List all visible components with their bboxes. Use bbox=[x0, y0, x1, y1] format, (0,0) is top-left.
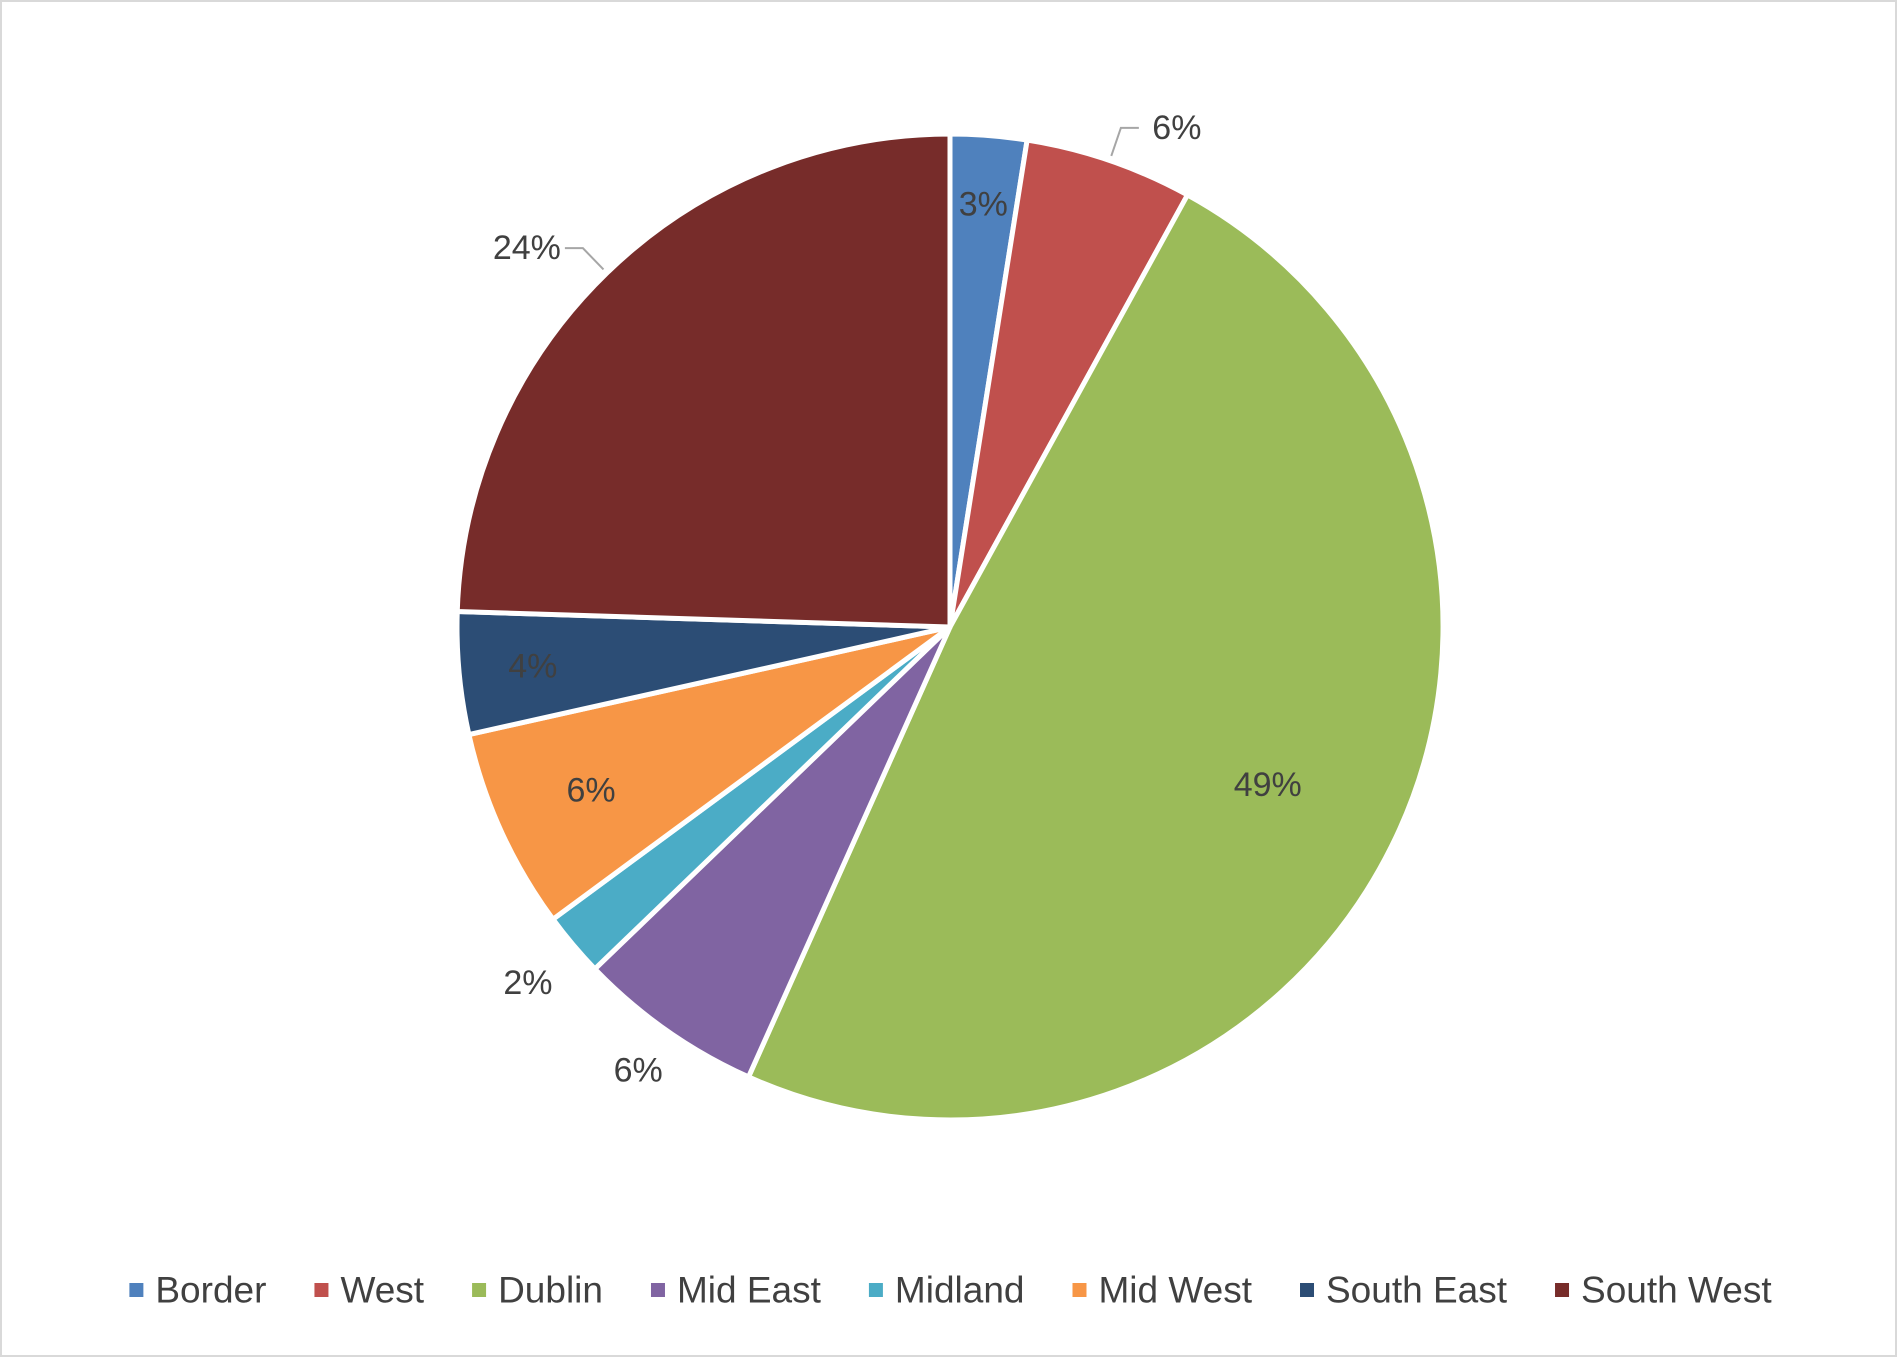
legend-label-mid-east: Mid East bbox=[677, 1270, 822, 1311]
legend-swatch-mid-east bbox=[650, 1283, 665, 1297]
legend-label-mid-west: Mid West bbox=[1098, 1270, 1252, 1311]
data-label-south-east: 4% bbox=[508, 647, 557, 685]
legend-item-border: Border bbox=[129, 1270, 266, 1311]
legend-item-midland: Midland bbox=[868, 1270, 1025, 1311]
legend-item-south-east: South East bbox=[1300, 1270, 1508, 1311]
data-label-mid-west: 6% bbox=[566, 771, 615, 809]
legend-label-west: West bbox=[340, 1270, 424, 1311]
legend-swatch-dublin bbox=[472, 1283, 487, 1297]
legend-item-mid-west: Mid West bbox=[1072, 1270, 1253, 1311]
data-label-south-west: 24% bbox=[493, 229, 561, 267]
data-label-midland: 2% bbox=[503, 964, 552, 1002]
legend-label-dublin: Dublin bbox=[498, 1270, 603, 1311]
legend-label-border: Border bbox=[155, 1270, 266, 1311]
legend-item-west: West bbox=[314, 1270, 425, 1311]
legend-swatch-south-west bbox=[1555, 1283, 1570, 1297]
leader-line-west bbox=[1110, 126, 1139, 157]
pie-slices bbox=[454, 131, 1446, 1123]
legend-swatch-south-east bbox=[1300, 1283, 1315, 1297]
legend-swatch-mid-west bbox=[1072, 1283, 1087, 1297]
data-labels: 3% 6% 49% 6% 2% 6% 4% 24% bbox=[493, 109, 1302, 1090]
legend-item-south-west: South West bbox=[1555, 1270, 1772, 1311]
leader-lines bbox=[564, 126, 1139, 271]
legend-swatch-midland bbox=[868, 1283, 883, 1297]
legend-item-mid-east: Mid East bbox=[650, 1270, 822, 1311]
legend-label-south-east: South East bbox=[1326, 1270, 1508, 1311]
data-label-west: 6% bbox=[1152, 109, 1201, 147]
slice-mid-west bbox=[466, 624, 953, 922]
data-label-border: 3% bbox=[959, 185, 1008, 223]
slice-dublin bbox=[746, 192, 1446, 1123]
data-label-mid-east: 6% bbox=[614, 1052, 663, 1090]
legend-label-midland: Midland bbox=[895, 1270, 1025, 1311]
slice-mid-east bbox=[592, 624, 953, 1080]
legend-item-dublin: Dublin bbox=[472, 1270, 603, 1311]
legend-swatch-west bbox=[314, 1283, 329, 1297]
legend-label-south-west: South West bbox=[1581, 1270, 1772, 1311]
data-label-dublin: 49% bbox=[1234, 766, 1302, 804]
legend-swatch-border bbox=[129, 1283, 144, 1297]
slice-west bbox=[947, 137, 1190, 630]
slice-south-west bbox=[454, 131, 953, 630]
leader-line-south-west bbox=[564, 247, 605, 271]
legend: Border West Dublin Mid East Midland Mid West S… bbox=[129, 1270, 1772, 1311]
